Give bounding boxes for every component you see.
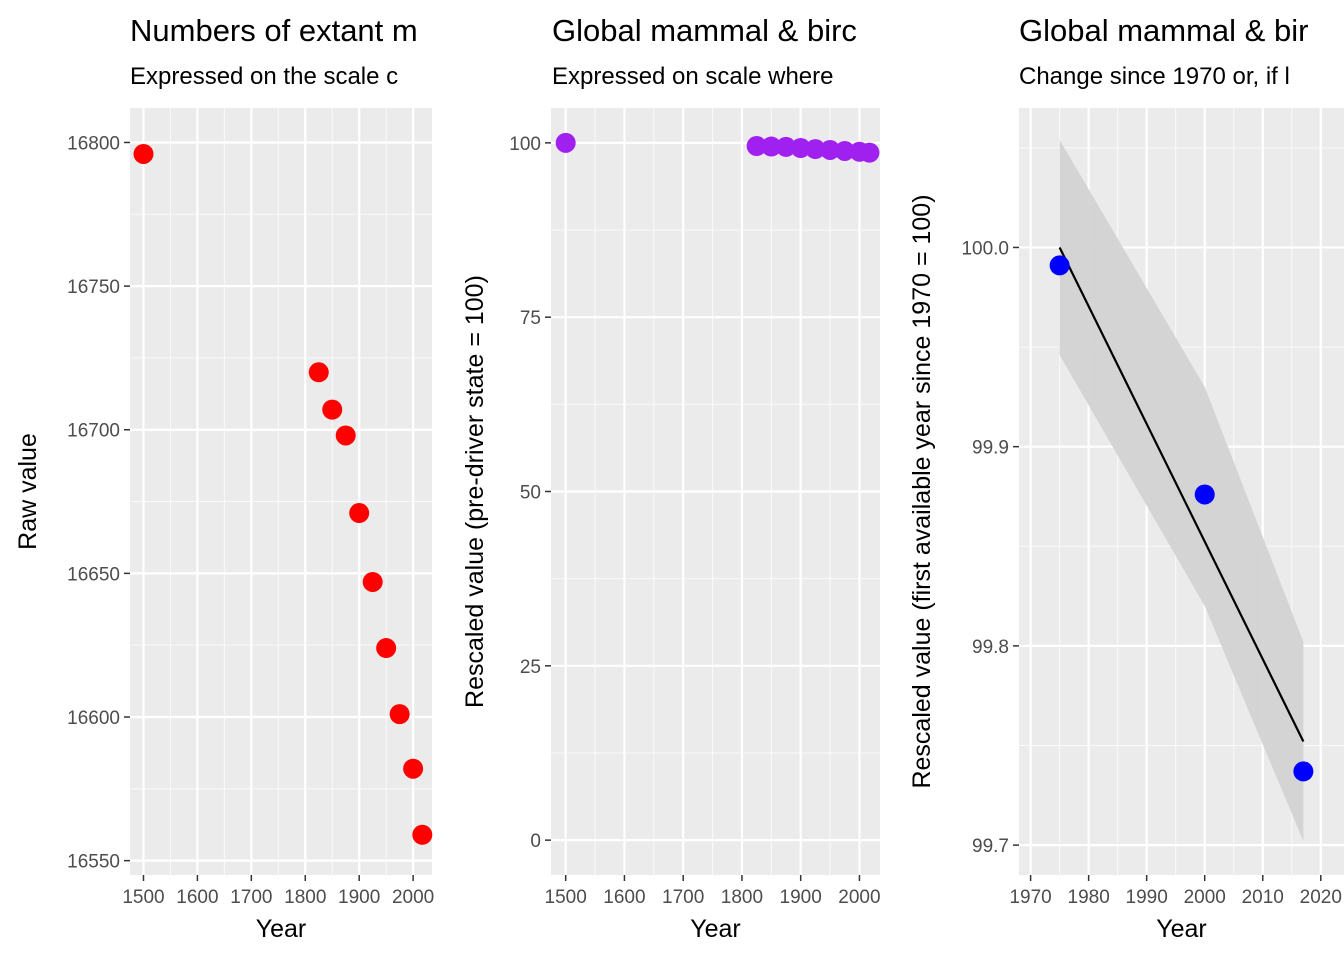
y-tick-label: 16800 xyxy=(67,133,120,154)
plot-background xyxy=(130,108,432,875)
data-point xyxy=(362,571,383,592)
data-point xyxy=(1293,761,1314,782)
data-point xyxy=(376,638,397,659)
y-tick-label: 16600 xyxy=(67,708,120,729)
data-point xyxy=(859,142,880,163)
y-tick-label: 0 xyxy=(530,831,541,852)
panel-extant-species: Numbers of extant m Expressed on the scal… xyxy=(14,13,434,943)
y-tick-label: 99.9 xyxy=(972,438,1009,459)
y-tick-label: 75 xyxy=(520,308,541,329)
trend-line xyxy=(1058,246,1305,743)
x-tick-label: 2000 xyxy=(1184,887,1226,908)
data-point xyxy=(834,140,855,161)
panel-rescaled-since-1970: Global mammal & bir Change since 1970 or,… xyxy=(908,13,1344,943)
y-tick-label: 16550 xyxy=(67,852,120,873)
x-tick-label: 1700 xyxy=(230,887,272,908)
x-tick-label: 1500 xyxy=(122,887,164,908)
confidence-ribbon xyxy=(1059,139,1304,842)
chart-subtitle: Expressed on scale where xyxy=(552,63,833,90)
y-tick-label: 25 xyxy=(520,657,541,678)
x-axis-title: Year xyxy=(1156,915,1207,943)
y-axis-title: Rescaled value (pre-driver state = 100) xyxy=(461,275,489,708)
x-tick-label: 1990 xyxy=(1126,887,1168,908)
x-tick-label: 2020 xyxy=(1300,887,1342,908)
data-point xyxy=(389,704,410,725)
chart-subtitle: Change since 1970 or, if l xyxy=(1019,63,1290,90)
data-point xyxy=(308,362,329,383)
data-point xyxy=(349,503,370,524)
x-axis-title: Year xyxy=(690,915,741,943)
data-point xyxy=(403,758,424,779)
title-group: Global mammal & birc Expressed on scale w… xyxy=(552,13,857,90)
data-point xyxy=(322,399,343,420)
chart-subtitle: Expressed on the scale c xyxy=(130,63,398,90)
data-point xyxy=(805,139,826,160)
y-tick-label: 99.8 xyxy=(972,637,1009,658)
data-point xyxy=(790,138,811,159)
x-tick-label: 1800 xyxy=(284,887,326,908)
x-tick-label: 1800 xyxy=(721,887,763,908)
x-tick-label: 1900 xyxy=(338,887,380,908)
data-point xyxy=(1194,484,1215,505)
data-point xyxy=(761,136,782,157)
data-point xyxy=(820,139,841,160)
x-tick-label: 1700 xyxy=(662,887,704,908)
data-point xyxy=(555,132,576,153)
chart-title: Numbers of extant m xyxy=(130,13,418,48)
data-point xyxy=(776,136,796,157)
y-tick-label: 16650 xyxy=(67,564,120,585)
x-tick-label: 1600 xyxy=(603,887,645,908)
chart-title: Global mammal & bir xyxy=(1019,13,1308,48)
x-tick-label: 2010 xyxy=(1242,887,1284,908)
x-tick-label: 1500 xyxy=(545,887,587,908)
y-tick-label: 100.0 xyxy=(961,238,1009,259)
y-tick-label: 100 xyxy=(509,134,541,155)
y-tick-label: 16700 xyxy=(67,421,120,442)
x-tick-label: 1900 xyxy=(780,887,822,908)
data-point xyxy=(412,824,433,845)
data-point xyxy=(133,143,154,164)
x-tick-label: 1970 xyxy=(1009,887,1051,908)
data-point xyxy=(746,136,767,157)
x-tick-label: 1980 xyxy=(1068,887,1110,908)
chart-title: Global mammal & birc xyxy=(552,13,857,48)
x-tick-label: 1600 xyxy=(176,887,218,908)
title-group: Global mammal & bir Change since 1970 or,… xyxy=(1019,13,1308,90)
x-axis-title: Year xyxy=(256,915,307,943)
y-tick-label: 50 xyxy=(520,483,541,504)
y-tick-label: 99.7 xyxy=(972,836,1009,857)
y-tick-label: 16750 xyxy=(67,277,120,298)
y-axis-title: Rescaled value (first available year sin… xyxy=(908,194,936,788)
data-point xyxy=(335,425,356,446)
x-tick-label: 2000 xyxy=(838,887,880,908)
title-group: Numbers of extant m Expressed on the scal… xyxy=(130,13,418,90)
data-point xyxy=(1049,255,1070,276)
panel-rescaled-pre-driver: Global mammal & birc Expressed on scale w… xyxy=(461,13,881,943)
x-tick-label: 2000 xyxy=(392,887,434,908)
y-axis-title: Raw value xyxy=(14,433,42,550)
